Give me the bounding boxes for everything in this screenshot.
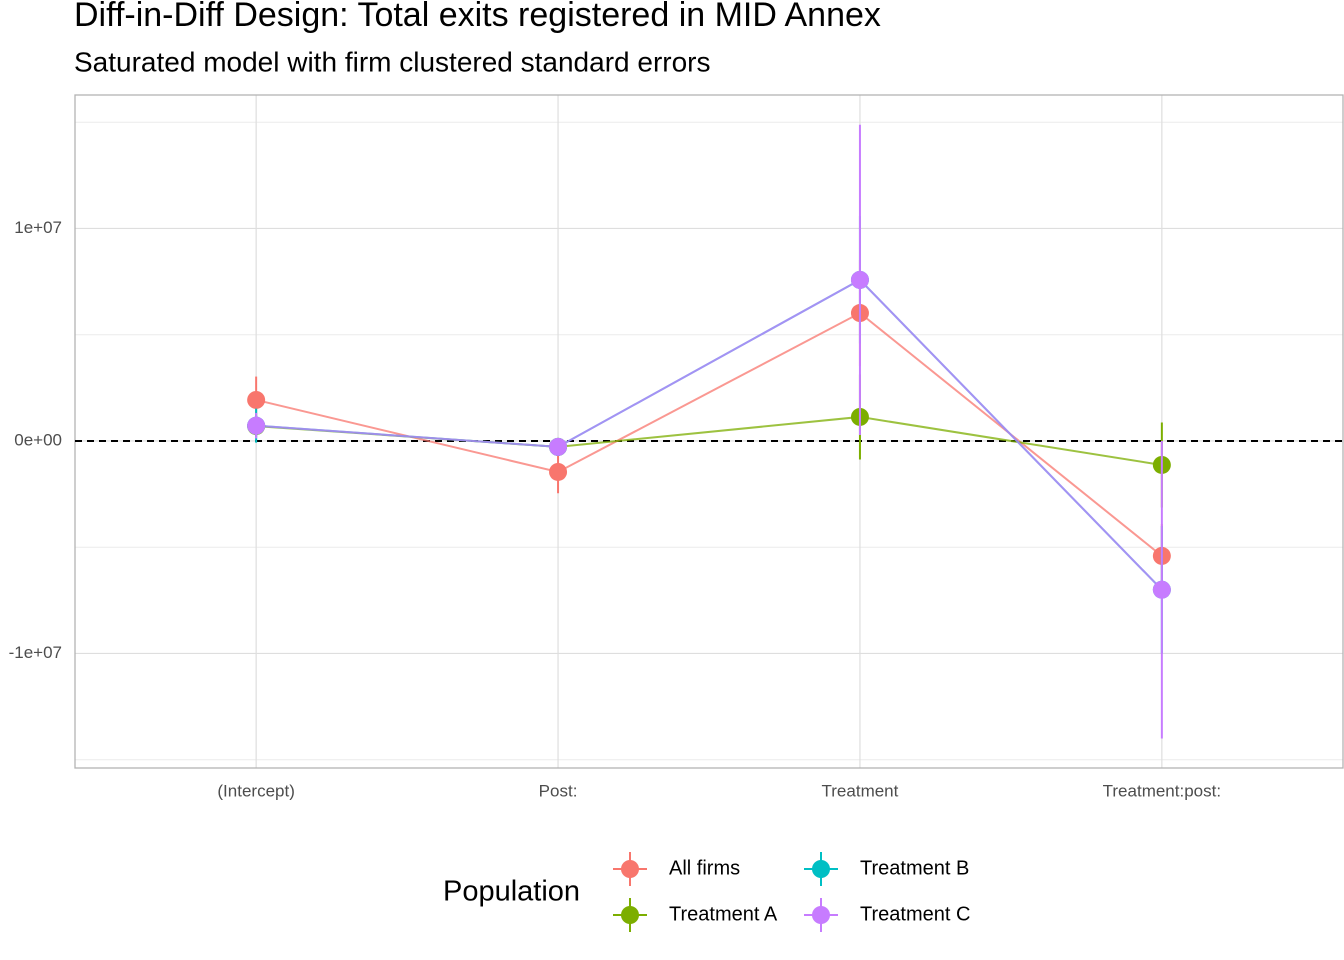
- legend-label: All firms: [669, 857, 740, 879]
- legend-label: Treatment C: [860, 903, 970, 925]
- legend-label: Treatment A: [669, 903, 778, 925]
- point: [549, 437, 568, 456]
- legend-key: [621, 860, 639, 878]
- point: [850, 270, 869, 289]
- legend-title: Population: [443, 876, 580, 908]
- x-tick-label: Post:: [539, 781, 578, 800]
- panel-border: [74, 94, 1344, 769]
- y-tick-label: -1e+07: [9, 643, 62, 662]
- y-tick-label: 1e+07: [14, 218, 62, 237]
- point: [247, 390, 266, 409]
- series-line: [256, 278, 1163, 591]
- legend-key: [812, 906, 830, 924]
- y-tick-label: 0e+00: [14, 430, 62, 449]
- x-tick-label: (Intercept): [217, 781, 294, 800]
- point: [1152, 580, 1171, 599]
- point: [549, 462, 568, 481]
- chart-title: Diff-in-Diff Design: Total exits registe…: [74, 0, 881, 34]
- x-tick-label: Treatment: [822, 781, 899, 800]
- chart-subtitle: Saturated model with firm clustered stan…: [74, 46, 711, 77]
- legend-key: [621, 906, 639, 924]
- point: [247, 416, 266, 435]
- legend-label: Treatment B: [860, 857, 969, 879]
- legend-key: [812, 860, 830, 878]
- x-tick-label: Treatment:post:: [1103, 781, 1221, 800]
